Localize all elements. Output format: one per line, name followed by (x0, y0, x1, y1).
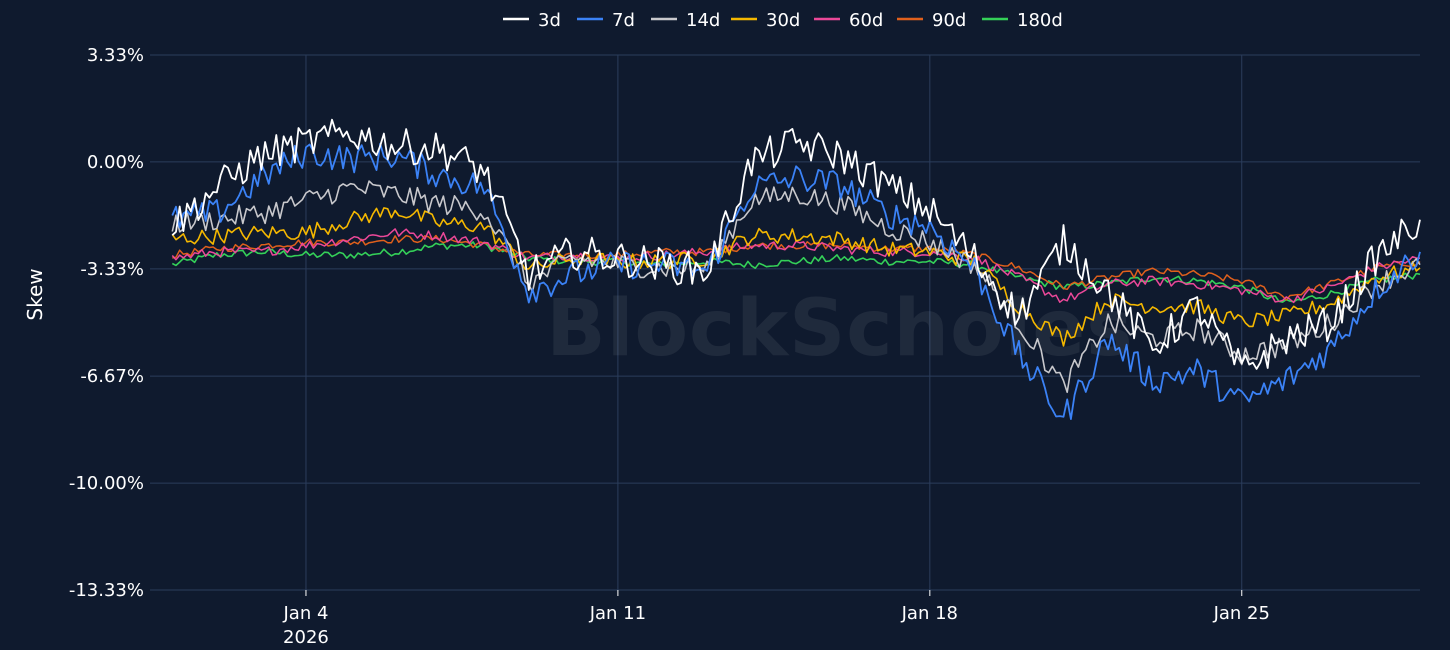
legend-label-180d[interactable]: 180d (1017, 10, 1063, 31)
y-axis-title: Skew (23, 268, 47, 320)
series-lines (171, 118, 1421, 420)
grid (150, 54, 1420, 591)
x-tick-year-label: 2026 (283, 627, 329, 648)
series-line-7d (171, 142, 1421, 420)
y-tick-label: -3.33% (80, 259, 144, 280)
series-line-180d (171, 241, 1421, 303)
x-tick-label: Jan 18 (901, 603, 958, 624)
legend-label-7d[interactable]: 7d (612, 10, 635, 31)
series-line-14d (171, 180, 1421, 394)
legend-label-30d[interactable]: 30d (766, 10, 800, 31)
y-tick-label: 3.33% (87, 45, 144, 66)
legend-label-14d[interactable]: 14d (686, 10, 720, 31)
y-tick-label: -13.33% (69, 580, 144, 601)
series-line-90d (172, 234, 1421, 301)
y-tick-label: -10.00% (69, 473, 144, 494)
legend-label-60d[interactable]: 60d (849, 10, 883, 31)
legend-label-90d[interactable]: 90d (932, 10, 966, 31)
legend-label-3d[interactable]: 3d (538, 10, 561, 31)
legend: 3d 7d 14d 30d 60d 90d 180d (503, 10, 1063, 31)
x-axis-ticks: Jan 4 2026 Jan 11 Jan 18 Jan 25 (283, 590, 1270, 648)
x-tick-label: Jan 11 (589, 603, 646, 624)
watermark: BlockScholes (546, 284, 1133, 374)
y-tick-label: -6.67% (80, 366, 144, 387)
x-tick-label: Jan 25 (1213, 603, 1270, 624)
y-tick-label: 0.00% (87, 152, 144, 173)
x-tick-label: Jan 4 (283, 603, 329, 624)
y-axis-ticks: 3.33% 0.00% -3.33% -6.67% -10.00% -13.33% (69, 45, 144, 601)
series-line-3d (171, 118, 1421, 370)
